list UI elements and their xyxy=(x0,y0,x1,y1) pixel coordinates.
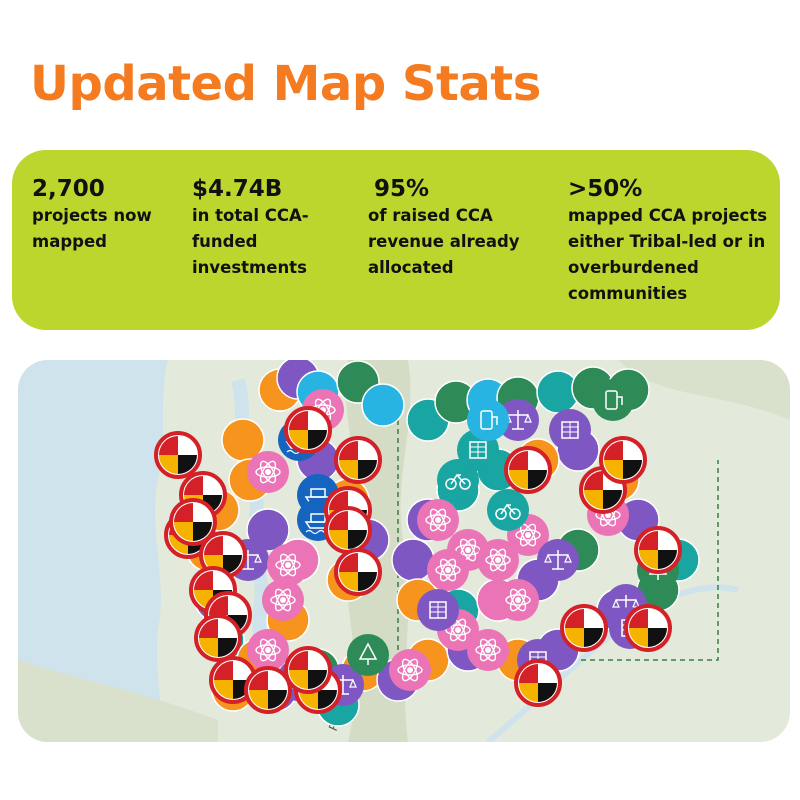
tribal-medicine-wheel-icon[interactable] xyxy=(634,526,682,574)
tribal-medicine-wheel-icon[interactable] xyxy=(324,506,372,554)
stat-tribal-overburdened: >50% mapped CCA projects either Tribal-l… xyxy=(568,176,773,307)
map-mountains-sw xyxy=(18,660,218,742)
stat-value: $4.74B xyxy=(192,176,283,202)
stat-value: >50% xyxy=(568,176,643,202)
stat-description: of raised CCA revenue already allocated xyxy=(368,206,520,277)
tribal-medicine-wheel-icon[interactable] xyxy=(514,659,562,707)
tribal-medicine-wheel-icon[interactable] xyxy=(154,431,202,479)
tribal-medicine-wheel-icon[interactable] xyxy=(334,436,382,484)
atom-flower-icon[interactable] xyxy=(262,579,304,621)
atom-flower-icon[interactable] xyxy=(467,629,509,671)
tribal-medicine-wheel-icon[interactable] xyxy=(284,646,332,694)
tribal-medicine-wheel-icon[interactable] xyxy=(334,548,382,596)
project-map[interactable]: Range xyxy=(18,360,790,742)
stat-total-investments: $4.74B in total CCA-funded investments xyxy=(192,176,342,281)
map-markers xyxy=(154,360,700,727)
atom-flower-icon[interactable] xyxy=(247,451,289,493)
atom-flower-icon[interactable] xyxy=(477,539,519,581)
scales-icon[interactable] xyxy=(537,539,579,581)
stat-revenue-allocated: 95% of raised CCA revenue already alloca… xyxy=(368,176,553,281)
stat-projects-mapped: 2,700 projects now mapped xyxy=(32,176,182,255)
page-title: Updated Map Stats xyxy=(30,56,541,112)
stat-description: mapped CCA projects either Tribal-led or… xyxy=(568,206,768,303)
map-ocean xyxy=(18,360,168,742)
project-marker[interactable] xyxy=(246,508,290,552)
atom-flower-icon[interactable] xyxy=(417,499,459,541)
atom-flower-icon[interactable] xyxy=(497,579,539,621)
stat-description: in total CCA-funded investments xyxy=(192,206,309,277)
stats-panel: 2,700 projects now mapped $4.74B in tota… xyxy=(12,150,780,330)
tribal-medicine-wheel-icon[interactable] xyxy=(560,604,608,652)
stat-value: 2,700 xyxy=(32,176,105,202)
ev-charger-icon[interactable] xyxy=(592,379,634,421)
atom-flower-icon[interactable] xyxy=(427,549,469,591)
tribal-medicine-wheel-icon[interactable] xyxy=(194,614,242,662)
atom-flower-icon[interactable] xyxy=(247,629,289,671)
tribal-medicine-wheel-icon[interactable] xyxy=(504,446,552,494)
tribal-medicine-wheel-icon[interactable] xyxy=(169,498,217,546)
atom-flower-icon[interactable] xyxy=(267,544,309,586)
building-icon[interactable] xyxy=(549,409,591,451)
tribal-medicine-wheel-icon[interactable] xyxy=(284,406,332,454)
tree-icon[interactable] xyxy=(347,634,389,676)
stat-description: projects now mapped xyxy=(32,206,152,251)
tribal-medicine-wheel-icon[interactable] xyxy=(244,666,292,714)
tribal-medicine-wheel-icon[interactable] xyxy=(599,436,647,484)
building-icon[interactable] xyxy=(417,589,459,631)
atom-flower-icon[interactable] xyxy=(389,649,431,691)
bicycle-icon[interactable] xyxy=(437,459,479,501)
map-canvas[interactable]: Range xyxy=(18,360,790,742)
ev-charger-icon[interactable] xyxy=(467,399,509,441)
bicycle-icon[interactable] xyxy=(487,489,529,531)
tribal-medicine-wheel-icon[interactable] xyxy=(624,604,672,652)
stat-value: 95% xyxy=(374,176,430,202)
map-mountains-ne xyxy=(618,360,790,420)
project-marker[interactable] xyxy=(361,383,405,427)
